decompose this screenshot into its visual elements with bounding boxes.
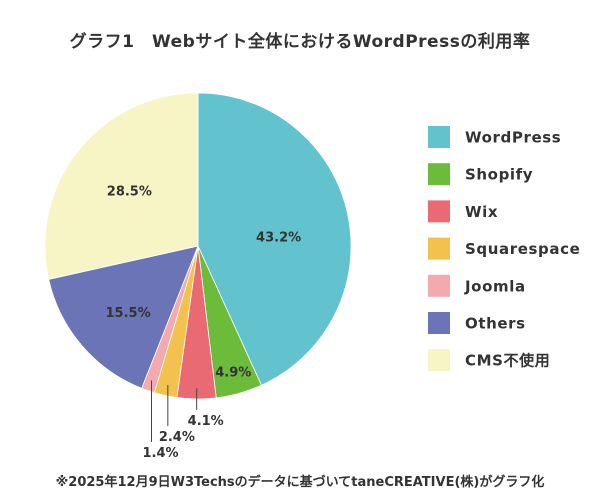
legend-swatch-wix [428, 200, 450, 223]
data-label-squarespace: 2.4% [159, 430, 195, 445]
legend-label-shopify: Shopify [465, 166, 533, 184]
legend-item-wix: Wix [428, 200, 498, 223]
data-label-wix: 4.1% [188, 414, 224, 429]
legend-item-joomla: Joomla [428, 274, 526, 297]
legend-item-shopify: Shopify [428, 163, 533, 186]
legend-item-squarespace: Squarespace [428, 237, 580, 260]
pie-slice-cms [44, 92, 199, 280]
legend-label-others: Others [465, 315, 526, 333]
data-label-cms: 28.5% [107, 184, 152, 199]
legend-swatch-wordpress [428, 126, 450, 148]
legend-swatch-squarespace [428, 237, 450, 260]
pie [44, 92, 352, 400]
legend-swatch-shopify [428, 163, 450, 186]
legend: WordPress Shopify Wix Squarespace Joomla Othe… [428, 126, 580, 372]
legend-label-squarespace: Squarespace [465, 240, 580, 258]
legend-swatch-cms [428, 349, 450, 372]
legend-label-cms: CMS不使用 [465, 352, 550, 370]
data-labels: 43.2% 4.9% 4.1%2.4%1.4% 15.5% 28.5% [106, 184, 302, 461]
data-label-wordpress: 43.2% [256, 231, 301, 246]
legend-swatch-joomla [428, 274, 450, 297]
legend-label-wordpress: WordPress [465, 129, 561, 147]
data-label-joomla: 1.4% [142, 446, 178, 461]
legend-item-cms: CMS不使用 [428, 349, 550, 372]
pie-slice-others [48, 245, 199, 389]
legend-label-joomla: Joomla [464, 277, 526, 295]
data-label-shopify: 4.9% [215, 365, 251, 380]
pie-slice-wordpress [197, 92, 352, 386]
legend-item-wordpress: WordPress [428, 126, 561, 148]
footnote: ※2025年12月9日W3Techsのデータに基づいてtaneCREATIVE(… [56, 474, 545, 490]
legend-swatch-others [428, 312, 450, 334]
legend-label-wix: Wix [465, 203, 498, 221]
leader-lines [150, 380, 198, 442]
data-label-others: 15.5% [106, 306, 151, 321]
legend-item-others: Others [428, 312, 526, 334]
chart-title: グラフ1 Webサイト全体におけるWordPressの利用率 [70, 31, 531, 52]
